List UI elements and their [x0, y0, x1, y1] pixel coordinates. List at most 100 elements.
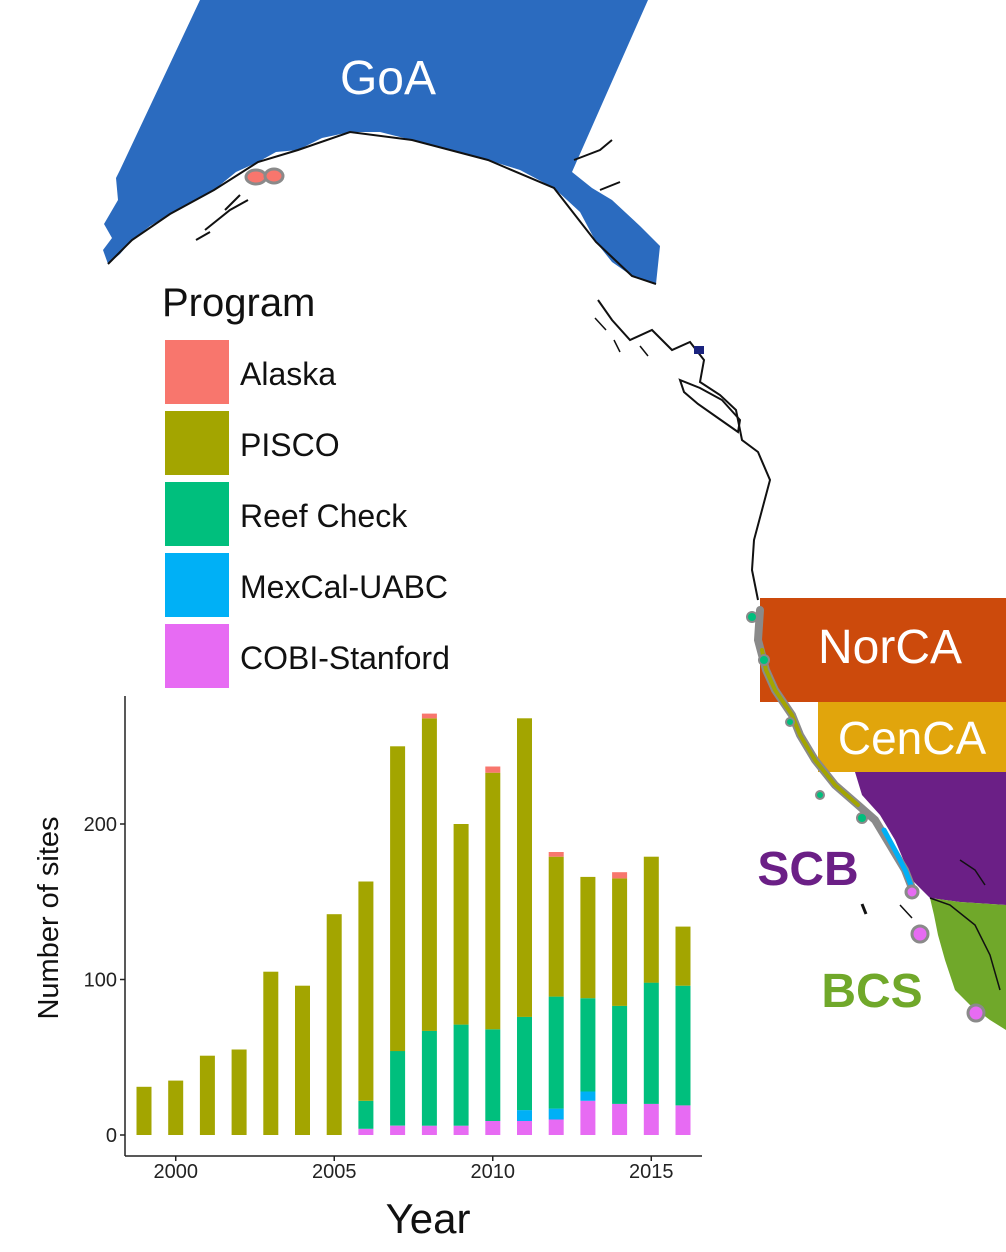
site-marker: [746, 611, 758, 623]
bar-segment-pisco-1999: [136, 1086, 152, 1135]
bar-segment-reef-check-2011: [517, 1016, 532, 1111]
site-marker: [758, 654, 770, 666]
bar-segment-cobi-stanford-2011: [517, 1121, 532, 1135]
bar-segment-mexcal-uabc-2012: [548, 1108, 564, 1120]
vancouver-island: [678, 378, 742, 434]
bar-segment-alaska-2014: [612, 872, 628, 879]
site-marker: [815, 790, 825, 800]
y-tick-label: 100: [84, 970, 117, 992]
bar-segment-pisco-2004: [295, 985, 310, 1135]
bar-segment-alaska-2012: [548, 852, 564, 857]
x-ticks: 2000 2005 2010 2015: [153, 1156, 674, 1183]
legend-label-reef-check: Reef Check: [240, 498, 408, 534]
site-marker: [910, 924, 930, 944]
legend-label-mexcal-uabc: MexCal-UABC: [240, 569, 448, 605]
bar-segment-pisco-2000: [168, 1080, 184, 1135]
bar-segment-pisco-2002: [231, 1049, 247, 1135]
bar-segment-cobi-stanford-2014: [612, 1103, 628, 1135]
bars: [136, 713, 691, 1135]
region-cenca-area: [818, 702, 1006, 772]
region-goa-label: GoA: [340, 52, 436, 105]
scb-mexcal-coast: [881, 827, 915, 891]
x-tick-label: 2015: [629, 1161, 674, 1183]
bar-segment-reef-check-2008: [421, 1030, 437, 1126]
bar-chart: 0 100 200 2000 2005 2010 2015 Number of sites…: [33, 696, 702, 1242]
inlet-mark: [694, 346, 704, 354]
bar-segment-pisco-2015: [643, 856, 659, 983]
y-ticks: 0 100 200: [84, 814, 125, 1147]
alaska-coastline: [107, 130, 657, 285]
site-marker: [904, 884, 920, 900]
island-mark: [860, 903, 868, 915]
legend: Program Alaska PISCO Reef Check MexCal-U…: [162, 281, 450, 688]
bar-segment-cobi-stanford-2007: [390, 1125, 406, 1135]
region-bcs-area: [930, 898, 1006, 1030]
bar-segment-pisco-2007: [390, 746, 406, 1052]
bar-segment-pisco-2009: [453, 824, 469, 1025]
bar-segment-mexcal-uabc-2013: [580, 1091, 596, 1101]
pacific-northwest-coastline: [597, 299, 772, 601]
bar-segment-pisco-2016: [675, 926, 691, 986]
x-tick-label: 2010: [471, 1161, 516, 1183]
site-marker: [263, 167, 285, 185]
bar-segment-reef-check-2013: [580, 998, 596, 1092]
bar-segment-pisco-2011: [517, 718, 532, 1017]
bar-segment-reef-check-2014: [612, 1005, 628, 1104]
region-scb-label: SCB: [757, 843, 858, 896]
legend-label-cobi-stanford: COBI-Stanford: [240, 640, 450, 676]
bar-segment-pisco-2010: [485, 772, 501, 1030]
bar-segment-cobi-stanford-2009: [453, 1125, 469, 1135]
bar-segment-pisco-2006: [358, 881, 374, 1101]
bar-segment-pisco-2008: [421, 718, 437, 1031]
bar-segment-reef-check-2012: [548, 996, 564, 1109]
bar-segment-reef-check-2010: [485, 1029, 501, 1121]
coast-map: GoA NorCA CenCA SCB BCS: [103, 0, 1006, 1030]
bar-segment-cobi-stanford-2015: [643, 1103, 659, 1135]
legend-label-alaska: Alaska: [240, 356, 336, 392]
bar-segment-cobi-stanford-2008: [421, 1125, 437, 1135]
bar-segment-cobi-stanford-2013: [580, 1100, 596, 1135]
bar-segment-reef-check-2009: [453, 1024, 469, 1126]
bar-segment-mexcal-uabc-2011: [517, 1110, 532, 1121]
bc-islands: [594, 317, 649, 357]
bar-segment-cobi-stanford-2012: [548, 1119, 564, 1135]
legend-swatch-cobi-stanford: [165, 624, 229, 688]
site-marker: [966, 1003, 986, 1023]
bar-segment-pisco-2014: [612, 878, 628, 1006]
legend-swatch-pisco: [165, 411, 229, 475]
bar-segment-reef-check-2015: [643, 982, 659, 1104]
bar-segment-pisco-2013: [580, 876, 596, 999]
region-bcs-label: BCS: [821, 965, 922, 1018]
bar-segment-pisco-2003: [263, 971, 279, 1135]
x-axis-title: Year: [386, 1195, 471, 1242]
baja-outline: [899, 859, 1001, 991]
bar-segment-pisco-2012: [548, 856, 564, 997]
legend-label-pisco: PISCO: [240, 427, 340, 463]
site-marker: [785, 717, 795, 727]
y-tick-label: 0: [106, 1125, 117, 1147]
legend-title: Program: [162, 281, 315, 325]
legend-swatch-alaska: [165, 340, 229, 404]
california-coastline-inner: [760, 648, 860, 807]
legend-swatch-mexcal-uabc: [165, 553, 229, 617]
bar-segment-cobi-stanford-2006: [358, 1128, 374, 1135]
region-norca-label: NorCA: [818, 621, 962, 674]
bar-segment-alaska-2010: [485, 766, 501, 773]
region-scb-area: [855, 772, 1006, 905]
y-axis-title: Number of sites: [33, 816, 65, 1019]
x-tick-label: 2005: [312, 1161, 357, 1183]
bar-segment-reef-check-2016: [675, 985, 691, 1106]
y-tick-label: 200: [84, 814, 117, 836]
bar-segment-reef-check-2007: [390, 1051, 406, 1126]
x-tick-label: 2000: [153, 1161, 198, 1183]
bar-segment-pisco-2001: [199, 1055, 215, 1135]
bar-segment-reef-check-2006: [358, 1100, 374, 1129]
legend-swatch-reef-check: [165, 482, 229, 546]
alaska-islands: [195, 139, 621, 241]
bar-segment-alaska-2008: [421, 713, 437, 719]
bar-segment-cobi-stanford-2010: [485, 1121, 501, 1135]
bar-segment-pisco-2005: [326, 914, 342, 1135]
region-norca-area: [760, 598, 1006, 702]
region-cenca-label: CenCA: [838, 712, 987, 764]
